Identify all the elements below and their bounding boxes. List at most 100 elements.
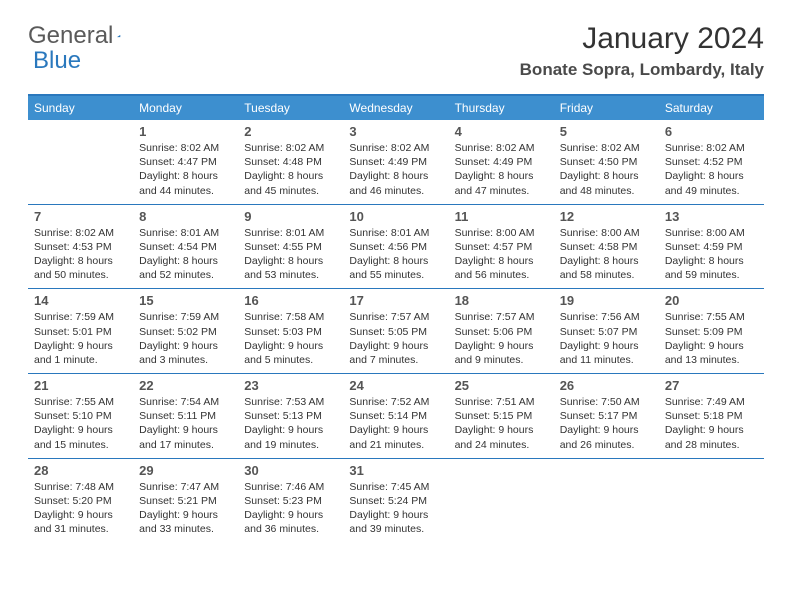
day-info: Sunrise: 7:57 AMSunset: 5:05 PMDaylight:… [349, 310, 442, 367]
day-cell: 2 Sunrise: 8:02 AMSunset: 4:48 PMDaylight… [238, 120, 343, 204]
day-cell: 15Sunrise: 7:59 AMSunset: 5:02 PMDayligh… [133, 289, 238, 373]
day-number: 2 [244, 124, 337, 139]
week-row: 1Sunrise: 8:02 AMSunset: 4:47 PMDaylight… [28, 120, 764, 205]
day-info: Sunrise: 7:48 AMSunset: 5:20 PMDaylight:… [34, 480, 127, 537]
daylight-text: Daylight: 8 hours and 44 minutes. [139, 169, 232, 197]
day-number: 27 [665, 378, 758, 393]
daylight-text: Daylight: 9 hours and 39 minutes. [349, 508, 442, 536]
sunset-text: Sunset: 4:48 PM [244, 155, 337, 169]
day-number: 28 [34, 463, 127, 478]
day-cell: 30Sunrise: 7:46 AMSunset: 5:23 PMDayligh… [238, 459, 343, 543]
sunrise-text: Sunrise: 8:02 AM [665, 141, 758, 155]
day-cell: 17Sunrise: 7:57 AMSunset: 5:05 PMDayligh… [343, 289, 448, 373]
daylight-text: Daylight: 9 hours and 11 minutes. [560, 339, 653, 367]
day-cell: 21 Sunrise: 7:55 AMSunset: 5:10 PMDayligh… [28, 374, 133, 458]
day-cell: 11 Sunrise: 8:00 AMSunset: 4:57 PMDayligh… [449, 205, 554, 289]
sunrise-text: Sunrise: 8:00 AM [455, 226, 548, 240]
day-cell: 13Sunrise: 8:00 AMSunset: 4:59 PMDayligh… [659, 205, 764, 289]
daylight-text: Daylight: 9 hours and 15 minutes. [34, 423, 127, 451]
sunset-text: Sunset: 5:10 PM [34, 409, 127, 423]
day-info: Sunrise: 8:00 AMSunset: 4:59 PMDaylight:… [665, 226, 758, 283]
sunrise-text: Sunrise: 8:01 AM [349, 226, 442, 240]
day-number: 14 [34, 293, 127, 308]
sunset-text: Sunset: 4:54 PM [139, 240, 232, 254]
day-number: 25 [455, 378, 548, 393]
day-number: 11 [455, 209, 548, 224]
sunset-text: Sunset: 5:11 PM [139, 409, 232, 423]
day-cell: 10 Sunrise: 8:01 AMSunset: 4:56 PMDayligh… [343, 205, 448, 289]
weeks-container: 1Sunrise: 8:02 AMSunset: 4:47 PMDaylight… [28, 120, 764, 542]
sunset-text: Sunset: 4:53 PM [34, 240, 127, 254]
sunset-text: Sunset: 5:14 PM [349, 409, 442, 423]
day-info: Sunrise: 7:49 AMSunset: 5:18 PMDaylight:… [665, 395, 758, 452]
sunset-text: Sunset: 5:13 PM [244, 409, 337, 423]
day-cell: 31Sunrise: 7:45 AMSunset: 5:24 PMDayligh… [343, 459, 448, 543]
sunrise-text: Sunrise: 8:02 AM [560, 141, 653, 155]
daylight-text: Daylight: 9 hours and 3 minutes. [139, 339, 232, 367]
day-number: 12 [560, 209, 653, 224]
daylight-text: Daylight: 8 hours and 58 minutes. [560, 254, 653, 282]
day-info: Sunrise: 7:47 AMSunset: 5:21 PMDaylight:… [139, 480, 232, 537]
day-header-thursday: Thursday [449, 96, 554, 120]
day-number: 29 [139, 463, 232, 478]
day-cell: 29 Sunrise: 7:47 AMSunset: 5:21 PMDayligh… [133, 459, 238, 543]
day-cell [554, 459, 659, 543]
sunrise-text: Sunrise: 7:56 AM [560, 310, 653, 324]
day-info: Sunrise: 7:57 AMSunset: 5:06 PMDaylight:… [455, 310, 548, 367]
daylight-text: Daylight: 9 hours and 13 minutes. [665, 339, 758, 367]
day-info: Sunrise: 8:02 AMSunset: 4:50 PMDaylight:… [560, 141, 653, 198]
sunset-text: Sunset: 4:58 PM [560, 240, 653, 254]
daylight-text: Daylight: 8 hours and 47 minutes. [455, 169, 548, 197]
daylight-text: Daylight: 9 hours and 19 minutes. [244, 423, 337, 451]
daylight-text: Daylight: 8 hours and 55 minutes. [349, 254, 442, 282]
day-info: Sunrise: 7:59 AMSunset: 5:02 PMDaylight:… [139, 310, 232, 367]
day-info: Sunrise: 7:56 AMSunset: 5:07 PMDaylight:… [560, 310, 653, 367]
daylight-text: Daylight: 8 hours and 46 minutes. [349, 169, 442, 197]
day-number: 10 [349, 209, 442, 224]
sunset-text: Sunset: 5:01 PM [34, 325, 127, 339]
day-number: 20 [665, 293, 758, 308]
sunrise-text: Sunrise: 7:53 AM [244, 395, 337, 409]
day-header-tuesday: Tuesday [238, 96, 343, 120]
daylight-text: Daylight: 9 hours and 5 minutes. [244, 339, 337, 367]
day-number: 22 [139, 378, 232, 393]
day-number: 30 [244, 463, 337, 478]
sunrise-text: Sunrise: 7:55 AM [34, 395, 127, 409]
day-header-sunday: Sunday [28, 96, 133, 120]
day-cell: 23Sunrise: 7:53 AMSunset: 5:13 PMDayligh… [238, 374, 343, 458]
logo-triangle-icon [117, 27, 121, 45]
day-info: Sunrise: 8:00 AMSunset: 4:57 PMDaylight:… [455, 226, 548, 283]
sunrise-text: Sunrise: 8:01 AM [139, 226, 232, 240]
day-number: 26 [560, 378, 653, 393]
day-cell: 18Sunrise: 7:57 AMSunset: 5:06 PMDayligh… [449, 289, 554, 373]
sunset-text: Sunset: 5:09 PM [665, 325, 758, 339]
day-header-monday: Monday [133, 96, 238, 120]
day-cell: 7Sunrise: 8:02 AMSunset: 4:53 PMDaylight… [28, 205, 133, 289]
sunset-text: Sunset: 4:56 PM [349, 240, 442, 254]
daylight-text: Daylight: 9 hours and 33 minutes. [139, 508, 232, 536]
logo-word2: Blue [33, 47, 81, 75]
day-info: Sunrise: 8:02 AMSunset: 4:48 PMDaylight:… [244, 141, 337, 198]
header: General January 2024 Bonate Sopra, Lomba… [28, 22, 764, 80]
sunrise-text: Sunrise: 7:50 AM [560, 395, 653, 409]
logo-word1: General [28, 22, 113, 50]
sunset-text: Sunset: 5:21 PM [139, 494, 232, 508]
sunrise-text: Sunrise: 7:55 AM [665, 310, 758, 324]
day-cell: 26Sunrise: 7:50 AMSunset: 5:17 PMDayligh… [554, 374, 659, 458]
sunrise-text: Sunrise: 8:02 AM [349, 141, 442, 155]
day-cell: 19Sunrise: 7:56 AMSunset: 5:07 PMDayligh… [554, 289, 659, 373]
calendar: Sunday Monday Tuesday Wednesday Thursday… [28, 94, 764, 542]
daylight-text: Daylight: 8 hours and 45 minutes. [244, 169, 337, 197]
day-info: Sunrise: 8:02 AMSunset: 4:47 PMDaylight:… [139, 141, 232, 198]
daylight-text: Daylight: 8 hours and 56 minutes. [455, 254, 548, 282]
sunrise-text: Sunrise: 8:02 AM [34, 226, 127, 240]
location: Bonate Sopra, Lombardy, Italy [520, 60, 764, 80]
day-number: 16 [244, 293, 337, 308]
sunset-text: Sunset: 5:23 PM [244, 494, 337, 508]
sunrise-text: Sunrise: 7:57 AM [455, 310, 548, 324]
day-cell [659, 459, 764, 543]
day-cell: 4Sunrise: 8:02 AMSunset: 4:49 PMDaylight… [449, 120, 554, 204]
day-cell: 16Sunrise: 7:58 AMSunset: 5:03 PMDayligh… [238, 289, 343, 373]
sunset-text: Sunset: 4:57 PM [455, 240, 548, 254]
day-number: 21 [34, 378, 127, 393]
